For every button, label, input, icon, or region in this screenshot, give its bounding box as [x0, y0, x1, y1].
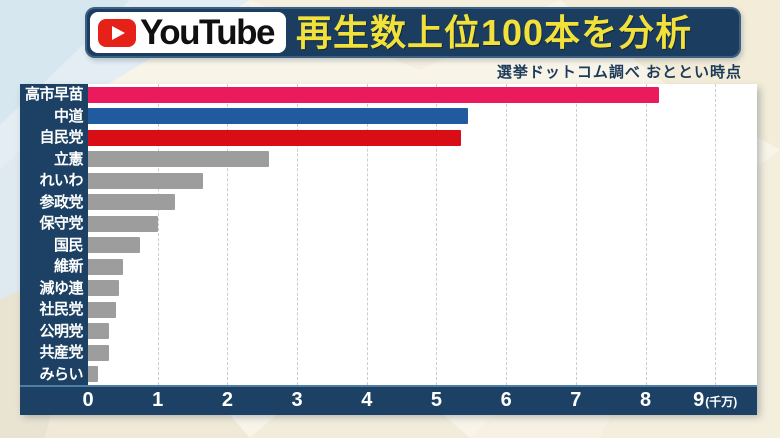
axis-tick-label: 3	[291, 389, 303, 411]
bar-row	[88, 149, 757, 171]
gridline	[366, 84, 368, 385]
bar-chart: 高市早苗 中道 自民党 立憲 れいわ 参政党 保守党 国民 維新 減ゆ連 社民党 公明党 共産党 みらい …	[20, 84, 757, 415]
category-label: 共産党	[39, 344, 83, 362]
axis-tick-label: 6	[500, 389, 512, 411]
axis-tick-label: 8	[639, 389, 652, 411]
bar	[88, 172, 203, 189]
category-label: 公明党	[39, 322, 83, 340]
category-label: 減ゆ連	[39, 279, 83, 297]
gridline	[227, 84, 229, 385]
bar	[88, 194, 176, 211]
gridline	[157, 84, 159, 385]
bar-row	[88, 364, 757, 386]
category-label: 中道	[53, 107, 84, 125]
bar-row	[88, 127, 757, 149]
bar	[88, 108, 468, 125]
category-label: 自民党	[39, 129, 83, 147]
bar	[88, 237, 141, 254]
gridline	[575, 84, 577, 385]
bar-row	[88, 170, 757, 192]
bar-row	[88, 235, 757, 257]
axis-unit-label: (千万)	[705, 395, 738, 409]
bar	[88, 215, 158, 232]
category-label: 維新	[53, 258, 84, 276]
chart-body: 高市早苗中道自民党立憲れいわ参政党保守党国民維新減ゆ連社民党公明党共産党みらい	[20, 84, 757, 385]
axis-tick-label: 2	[221, 389, 233, 411]
category-label: 国民	[53, 236, 84, 254]
gridline	[645, 84, 647, 385]
bar	[88, 151, 270, 168]
header-banner: YouTube 再生数上位100本を分析	[85, 7, 741, 58]
bar-row	[88, 342, 757, 364]
category-label: 参政党	[39, 193, 83, 211]
bar	[88, 129, 461, 146]
bar	[88, 323, 109, 340]
gridline	[297, 84, 299, 385]
bar-row	[88, 299, 757, 321]
bar-row	[88, 192, 757, 214]
bar	[88, 86, 660, 103]
gridline	[715, 84, 717, 385]
bar-row	[88, 278, 757, 300]
category-label: れいわ	[39, 172, 83, 190]
axis-tick-label: 0	[82, 389, 94, 411]
axis-tick-label: 9(千万)	[693, 389, 738, 411]
plot-area	[88, 84, 757, 385]
axis-tick-label: 4	[361, 389, 373, 411]
bar-row	[88, 256, 757, 278]
bar-row	[88, 106, 757, 128]
axis-tick-label: 5	[430, 389, 442, 411]
youtube-wordmark: YouTube	[140, 13, 276, 52]
source-note: 選挙ドットコム調べ おととい時点	[496, 64, 742, 81]
youtube-play-icon	[98, 18, 136, 47]
axis-tick-label: 7	[570, 389, 582, 411]
gridline	[436, 84, 438, 385]
bar	[88, 366, 99, 383]
axis-tick-label: 1	[152, 389, 164, 411]
gridline	[506, 84, 508, 385]
category-label: 高市早苗	[24, 86, 84, 104]
category-label: 保守党	[39, 215, 83, 233]
bar-row	[88, 321, 757, 343]
category-label: みらい	[39, 365, 83, 383]
bar	[88, 258, 123, 275]
bar	[88, 301, 116, 318]
bar	[88, 280, 120, 297]
category-label: 社民党	[39, 301, 83, 319]
headline: 再生数上位100本を分析	[296, 11, 693, 53]
youtube-logo: YouTube	[90, 12, 287, 53]
bar-row	[88, 84, 757, 106]
category-label: 立憲	[53, 150, 84, 168]
category-labels: 高市早苗中道自民党立憲れいわ参政党保守党国民維新減ゆ連社民党公明党共産党みらい	[20, 84, 88, 385]
x-axis: 0 1 2 3 4 5 6 7 8 9(千万)	[20, 385, 757, 415]
axis-inner: 0 1 2 3 4 5 6 7 8 9(千万)	[82, 387, 757, 415]
bar-row	[88, 213, 757, 235]
bar	[88, 344, 109, 361]
